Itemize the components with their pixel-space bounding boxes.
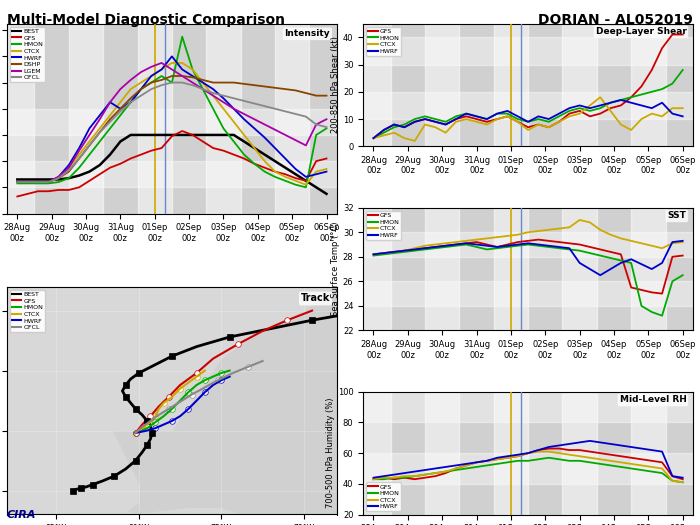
Bar (363, 232, 693, 257)
Bar (425, 24, 459, 146)
Legend: GFS, HMON, CTCX, HWRF: GFS, HMON, CTCX, HWRF (366, 27, 401, 56)
Y-axis label: Sea Surface Temp (°C): Sea Surface Temp (°C) (331, 222, 340, 316)
Text: SST: SST (668, 212, 687, 220)
Y-axis label: 200-850 hPa Shear (kt): 200-850 hPa Shear (kt) (331, 37, 340, 133)
Bar (69, 24, 103, 214)
Bar (356, 392, 391, 514)
Polygon shape (7, 418, 139, 514)
Bar (494, 208, 528, 330)
Bar (563, 24, 597, 146)
Text: Track: Track (301, 293, 330, 303)
Legend: BEST, GFS, HMON, CTCX, HWRF, OFCL: BEST, GFS, HMON, CTCX, HWRF, OFCL (10, 290, 45, 332)
Bar (356, 208, 391, 330)
Bar (631, 24, 666, 146)
Text: Multi-Model Diagnostic Comparison: Multi-Model Diagnostic Comparison (7, 13, 285, 27)
Text: CIRA: CIRA (7, 510, 36, 520)
Bar (7, 109, 337, 135)
Bar (275, 24, 309, 214)
Bar (494, 392, 528, 514)
Bar (356, 24, 391, 146)
Bar (563, 208, 597, 330)
Bar (363, 37, 693, 65)
Bar (206, 24, 241, 214)
Polygon shape (7, 287, 337, 430)
Bar (363, 281, 693, 306)
Bar (7, 161, 337, 187)
Legend: GFS, HMON, CTCX, HWRF: GFS, HMON, CTCX, HWRF (366, 482, 401, 511)
Bar (631, 208, 666, 330)
Bar (363, 92, 693, 119)
Text: DORIAN - AL052019: DORIAN - AL052019 (538, 13, 693, 27)
Bar (494, 24, 528, 146)
Legend: BEST, GFS, HMON, CTCX, HWRF, DSHP, LGEM, OFCL: BEST, GFS, HMON, CTCX, HWRF, DSHP, LGEM,… (10, 27, 45, 82)
Bar (425, 392, 459, 514)
Bar (0, 24, 34, 214)
Bar (631, 392, 666, 514)
Polygon shape (57, 509, 238, 514)
Y-axis label: 700-500 hPa Humidity (%): 700-500 hPa Humidity (%) (326, 398, 335, 508)
Bar (563, 392, 597, 514)
Bar (425, 208, 459, 330)
Text: Intensity: Intensity (285, 29, 330, 38)
Bar (137, 24, 172, 214)
Bar (363, 453, 693, 484)
Legend: GFS, HMON, CTCX, HWRF: GFS, HMON, CTCX, HWRF (366, 211, 401, 240)
Text: Mid-Level RH: Mid-Level RH (620, 395, 687, 404)
Text: Deep-Layer Shear: Deep-Layer Shear (596, 27, 687, 36)
Bar (363, 392, 693, 423)
